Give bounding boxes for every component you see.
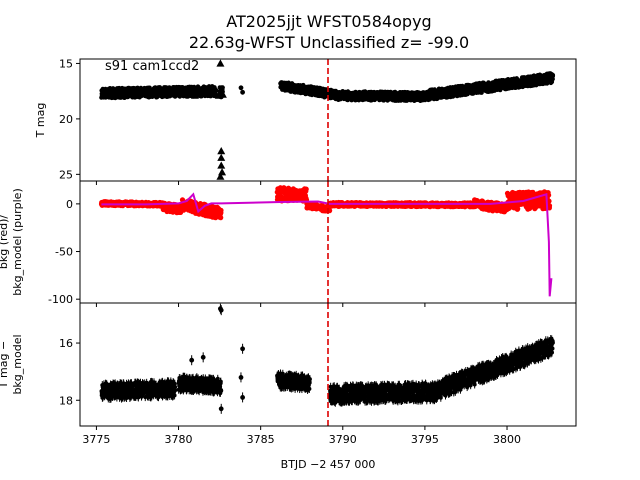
tmag-upper-limit: [217, 147, 226, 155]
bkg-point: [303, 186, 309, 192]
background-panel: 0 -50 -100 bkg (red)/bkg_model (purple): [0, 180, 577, 307]
tmag-upper-limit: [218, 168, 227, 176]
bkg-y-label-line1: bkg (red)/: [0, 215, 10, 269]
bkg-point: [218, 207, 224, 213]
tmag-point: [113, 87, 119, 93]
chart-title-line1: AT2025jjt WFST0584opyg: [226, 12, 431, 31]
sector-camera-label: s91 cam1ccd2: [105, 59, 199, 74]
tmag-point: [238, 85, 244, 91]
corrected-mag-panel: 1618377537803785379037953800T mag −bkg_m…: [0, 302, 577, 446]
y-tick-label: 25: [59, 168, 73, 181]
tmag-panel: 15 20 25 T mag s91 cam1ccd2: [34, 57, 577, 185]
tmag-point: [220, 85, 225, 90]
y-tick-label: -50: [55, 246, 73, 259]
y-tick-label: 20: [59, 113, 73, 126]
tmag-y-label: T mag: [34, 103, 47, 139]
corrected-point: [173, 388, 178, 393]
y-tick-label: -100: [48, 293, 73, 306]
corrected-point: [172, 393, 177, 398]
chart-title-line2: 22.63g-WFST Unclassified z= -99.0: [189, 33, 469, 52]
tmag-upper-limit: [217, 161, 226, 169]
bkg-point: [218, 215, 224, 221]
tmag-point: [214, 88, 219, 93]
tmag-upper-limit: [217, 153, 226, 161]
y-tick-label: 0: [66, 198, 73, 211]
tmag-point: [240, 89, 246, 95]
tmag-point: [550, 72, 556, 78]
bkg-y-label-line2: bkg_model (purple): [11, 188, 24, 295]
tmag-upper-limit: [216, 59, 225, 67]
y-tick-label: 15: [59, 57, 73, 70]
